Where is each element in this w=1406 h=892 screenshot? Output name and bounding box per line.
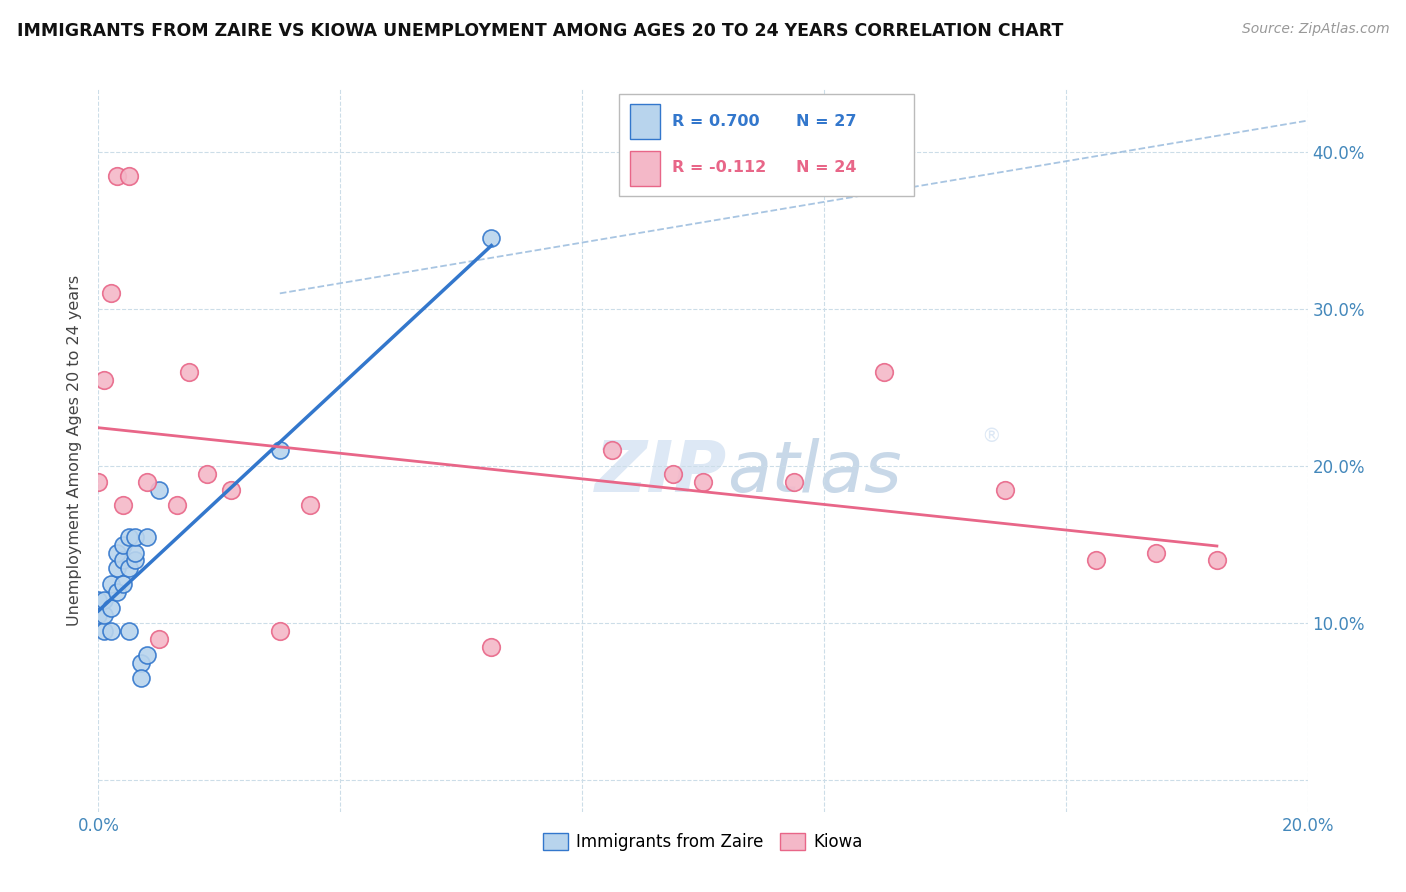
Point (148, 632, 170, 646)
Point (166, 499, 188, 513)
Point (111, 553, 134, 567)
Text: ®: ® (981, 426, 1001, 445)
Point (124, 545, 146, 559)
Point (135, 475, 157, 489)
Text: R = -0.112: R = -0.112 (672, 160, 766, 175)
Y-axis label: Unemployment Among Ages 20 to 24 years: Unemployment Among Ages 20 to 24 years (67, 275, 83, 626)
Point (148, 483, 170, 497)
FancyBboxPatch shape (630, 104, 659, 139)
Point (118, 169, 141, 183)
Text: N = 27: N = 27 (796, 114, 856, 128)
Text: ZIP: ZIP (595, 438, 727, 507)
Point (105, 561, 128, 575)
Point (105, 169, 128, 183)
Point (105, 584, 128, 599)
Point (124, 553, 146, 567)
Point (87, 608, 110, 623)
Point (221, 483, 243, 497)
Point (129, 671, 152, 685)
Point (269, 624, 291, 639)
Point (87, 592, 110, 607)
Point (269, 443, 291, 458)
Point (100, 624, 122, 639)
Point (873, 365, 896, 379)
Point (1206, 553, 1229, 567)
Text: atlas: atlas (727, 438, 901, 507)
Point (661, 467, 683, 481)
Point (129, 656, 152, 670)
Point (299, 499, 322, 513)
FancyBboxPatch shape (619, 94, 914, 196)
Point (87, 475, 110, 489)
Point (93, 373, 115, 387)
Point (1144, 545, 1167, 559)
Point (179, 365, 201, 379)
Text: R = 0.700: R = 0.700 (672, 114, 759, 128)
Point (481, 640, 503, 654)
Point (111, 499, 134, 513)
Legend: Immigrants from Zaire, Kiowa: Immigrants from Zaire, Kiowa (536, 826, 870, 857)
Point (111, 538, 134, 552)
Point (124, 530, 146, 544)
Point (195, 467, 218, 481)
Point (100, 600, 122, 615)
Point (481, 231, 503, 245)
Point (105, 545, 128, 559)
Point (135, 530, 157, 544)
Point (783, 475, 806, 489)
Text: N = 24: N = 24 (796, 160, 856, 175)
Point (111, 577, 134, 591)
Point (692, 475, 714, 489)
Point (100, 577, 122, 591)
Point (994, 483, 1017, 497)
Point (100, 286, 122, 301)
Text: Source: ZipAtlas.com: Source: ZipAtlas.com (1241, 22, 1389, 37)
Point (93, 624, 115, 639)
Point (1085, 553, 1108, 567)
Point (118, 561, 141, 575)
Point (135, 648, 157, 662)
FancyBboxPatch shape (630, 151, 659, 186)
Text: IMMIGRANTS FROM ZAIRE VS KIOWA UNEMPLOYMENT AMONG AGES 20 TO 24 YEARS CORRELATIO: IMMIGRANTS FROM ZAIRE VS KIOWA UNEMPLOYM… (17, 22, 1063, 40)
Point (93, 608, 115, 623)
Point (118, 530, 141, 544)
Point (602, 443, 624, 458)
Point (118, 624, 141, 639)
Point (93, 592, 115, 607)
